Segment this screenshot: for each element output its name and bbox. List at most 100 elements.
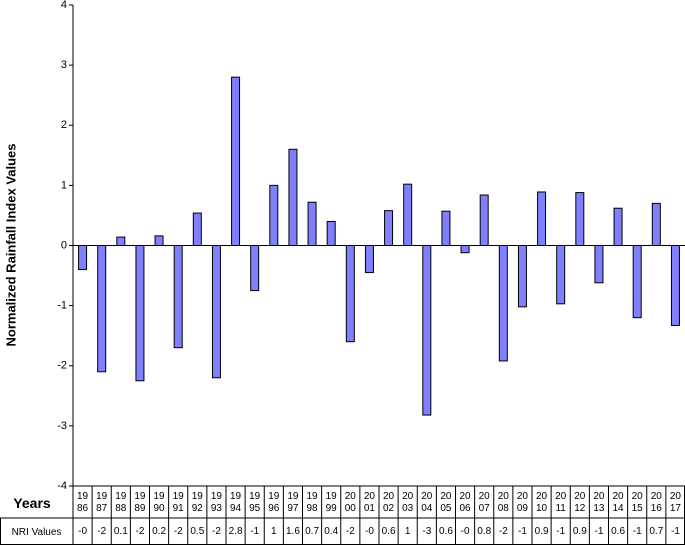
x-tick-label-text: 2001 — [363, 490, 375, 514]
value-label-text: -2 — [173, 526, 183, 537]
x-tick-label: 1987 — [92, 487, 111, 518]
value-label-text: -1 — [556, 526, 566, 537]
value-label: -0 — [456, 519, 475, 544]
y-axis-title: Normalized Rainfall Index Values — [3, 143, 18, 346]
x-tick-label-text: 2009 — [516, 490, 528, 514]
value-label: -2 — [341, 519, 360, 544]
value-label: -0 — [360, 519, 379, 544]
value-label: 0.4 — [322, 519, 341, 544]
bar — [670, 245, 680, 326]
value-label: 0.7 — [303, 519, 322, 544]
x-tick-label: 2005 — [436, 487, 455, 518]
value-label-text: 0.4 — [324, 526, 339, 537]
value-label-text: 0.1 — [113, 526, 128, 537]
value-label: -0 — [73, 519, 92, 544]
x-tick-label: 1998 — [303, 487, 322, 518]
x-tick-label-text: 2013 — [593, 490, 605, 514]
x-tick-label: 2001 — [360, 487, 379, 518]
x-tick-label: 1994 — [226, 487, 245, 518]
value-label-text: 0.9 — [572, 526, 587, 537]
x-tick-label-text: 1996 — [268, 490, 280, 514]
x-tick-label: 1991 — [169, 487, 188, 518]
value-label: -2 — [130, 519, 149, 544]
bar — [345, 245, 355, 343]
values-label: NRI Values — [11, 526, 62, 538]
x-tick-label: 1986 — [73, 487, 92, 518]
x-tick-label: 1990 — [150, 487, 169, 518]
x-tick-label-text: 1987 — [96, 490, 108, 514]
bar — [364, 245, 374, 274]
x-tick-label-text: 1986 — [77, 490, 89, 514]
bar — [250, 245, 260, 292]
value-label: -1 — [589, 519, 608, 544]
value-label-text: 0.5 — [190, 526, 205, 537]
bar — [441, 210, 451, 246]
y-tick-label: -4 — [57, 480, 67, 492]
value-label: -1 — [628, 519, 647, 544]
value-label-text: 1 — [404, 526, 411, 537]
value-label-text: -2 — [498, 526, 508, 537]
x-tick-label: 1995 — [245, 487, 264, 518]
value-label: -2 — [92, 519, 111, 544]
bar — [403, 183, 413, 246]
bar — [479, 194, 489, 246]
x-tick-label-text: 1998 — [306, 490, 318, 514]
value-label-text: 1.6 — [285, 526, 300, 537]
x-tick-label: 2016 — [647, 487, 666, 518]
value-label-text: 0.8 — [477, 526, 492, 537]
value-label-text: 2.8 — [228, 526, 243, 537]
bar — [632, 245, 642, 319]
bar — [211, 245, 221, 379]
y-tick-label: 0 — [61, 239, 67, 251]
bar — [97, 245, 107, 373]
value-label: 2.8 — [226, 519, 245, 544]
value-label: 0.1 — [111, 519, 130, 544]
x-tick-label: 1999 — [322, 487, 341, 518]
value-label: -2 — [169, 519, 188, 544]
x-tick-label: 2017 — [666, 487, 685, 518]
x-tick-label-text: 2017 — [669, 490, 681, 514]
bar — [116, 236, 126, 247]
y-tick-label: -3 — [57, 420, 67, 432]
bar — [154, 235, 164, 247]
x-tick-label: 2000 — [341, 487, 360, 518]
value-label: 1 — [398, 519, 417, 544]
value-label: 0.6 — [379, 519, 398, 544]
bar — [613, 207, 623, 247]
x-tick-label: 1989 — [130, 487, 149, 518]
x-tick-label: 1992 — [188, 487, 207, 518]
value-label-text: 0.7 — [649, 526, 664, 537]
value-label-text: 0.6 — [611, 526, 626, 537]
x-tick-label: 2011 — [551, 487, 570, 518]
y-tick-label: 3 — [61, 59, 67, 71]
x-tick-label: 1993 — [207, 487, 226, 518]
value-label-text: -1 — [517, 526, 527, 537]
value-label: 0.6 — [609, 519, 628, 544]
x-tick-label-text: 2016 — [650, 490, 662, 514]
x-tick-label-text: 1993 — [210, 490, 222, 514]
value-label: 0.6 — [436, 519, 455, 544]
x-tick-label: 2013 — [589, 487, 608, 518]
x-tick-label-text: 2010 — [536, 490, 548, 514]
x-tick-label: 2015 — [628, 487, 647, 518]
value-label-text: -2 — [135, 526, 145, 537]
x-tick-label-text: 2011 — [555, 490, 567, 514]
value-label: 1.6 — [283, 519, 302, 544]
x-tick-label-text: 1994 — [230, 490, 242, 514]
value-label: -1 — [245, 519, 264, 544]
bar — [422, 245, 432, 416]
x-tick-label-text: 1989 — [134, 490, 146, 514]
value-label-text: -1 — [250, 526, 260, 537]
x-tick-label-text: 2005 — [440, 490, 452, 514]
y-tick-label: -2 — [57, 360, 67, 372]
bar — [575, 192, 585, 246]
value-label-text: -2 — [345, 526, 355, 537]
value-label-text: -3 — [422, 526, 432, 537]
x-tick-label: 2007 — [475, 487, 494, 518]
y-tick-label: 1 — [61, 179, 67, 191]
x-tick-label-text: 1999 — [325, 490, 337, 514]
x-tick-label-text: 2008 — [497, 490, 509, 514]
bar — [594, 245, 604, 284]
y-tick-label: -1 — [57, 300, 67, 312]
